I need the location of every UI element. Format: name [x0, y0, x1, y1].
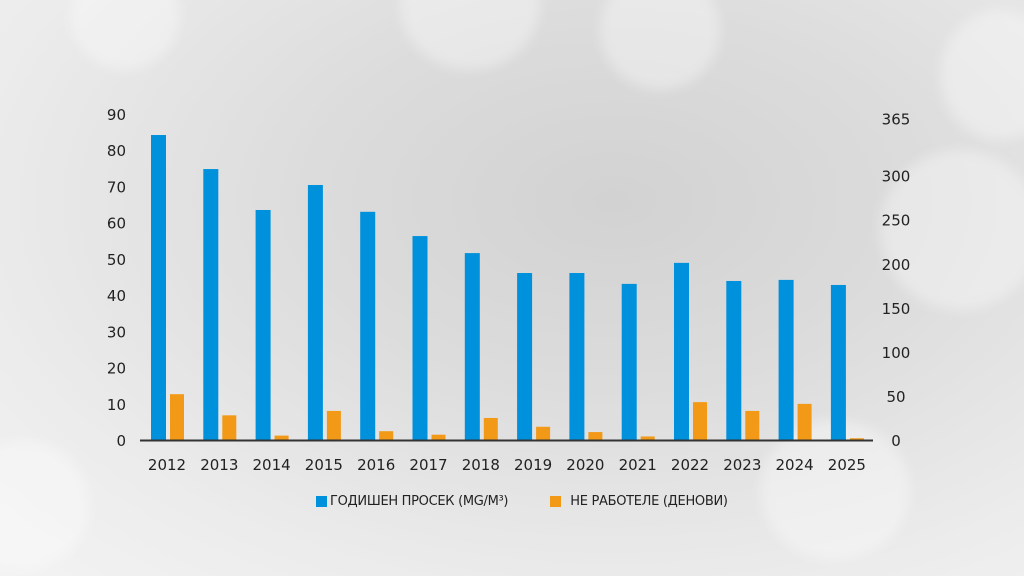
bar-days-not-working — [588, 432, 603, 440]
right-axis-tick-label: 200 — [882, 256, 911, 274]
x-axis-tick-label: 2016 — [357, 456, 395, 474]
legend-swatch-orange — [550, 496, 562, 507]
left-axis-tick-label: 50 — [107, 251, 126, 269]
legend-item-days-not-working: НЕ РАБОТЕЛЕ (ДЕНОВИ) — [550, 494, 728, 509]
bar-days-not-working — [536, 426, 551, 440]
bar-annual-average — [569, 273, 585, 440]
x-axis-tick-label: 2014 — [253, 456, 291, 474]
x-axis-tick-label: 2025 — [828, 456, 866, 474]
right-axis-tick-label: 0 — [891, 432, 901, 450]
left-axis-tick-label: 60 — [107, 215, 126, 233]
legend-swatch-blue — [316, 496, 327, 507]
left-axis-tick-label: 90 — [107, 106, 126, 124]
left-axis-tick-label: 30 — [107, 323, 126, 341]
x-axis-tick-label: 2022 — [671, 456, 709, 474]
bar-annual-average — [255, 209, 271, 440]
bar-annual-average — [464, 253, 480, 440]
x-axis-tick-label: 2019 — [514, 456, 552, 474]
bar-days-not-working — [693, 402, 707, 440]
bar-days-not-working — [640, 436, 655, 440]
bar-days-not-working — [431, 434, 446, 440]
x-axis-tick-label: 2023 — [723, 456, 761, 474]
bar-annual-average — [203, 169, 219, 440]
right-axis-tick-label: 50 — [886, 388, 905, 406]
bar-days-not-working — [797, 403, 812, 440]
bar-annual-average — [726, 280, 742, 440]
bar-days-not-working — [170, 394, 184, 440]
bar-days-not-working — [849, 438, 864, 440]
bar-annual-average — [621, 283, 637, 440]
bar-annual-average — [674, 262, 689, 440]
legend-label: НЕ РАБОТЕЛЕ (ДЕНОВИ) — [570, 494, 728, 509]
bar-days-not-working — [483, 417, 498, 440]
legend-item-annual-average: ГОДИШЕН ПРОСЕК (MG/M³) — [316, 494, 509, 509]
x-axis-tick-label: 2020 — [566, 456, 604, 474]
x-axis-tick-label: 2024 — [776, 456, 814, 474]
right-axis-tick-label: 300 — [882, 168, 911, 186]
bar-days-not-working — [379, 431, 394, 440]
left-axis-tick-label: 0 — [116, 432, 126, 450]
legend-label: ГОДИШЕН ПРОСЕК (MG/M³) — [330, 494, 509, 509]
left-axis-tick-label: 10 — [107, 396, 126, 414]
x-axis-tick-label: 2017 — [409, 456, 447, 474]
right-axis-tick-label: 150 — [882, 300, 911, 318]
x-axis-tick-label: 2018 — [462, 456, 500, 474]
chart-legend: ГОДИШЕН ПРОСЕК (MG/M³) НЕ РАБОТЕЛЕ (ДЕНО… — [316, 494, 728, 509]
bar-annual-average — [360, 211, 376, 440]
left-axis-tick-label: 80 — [107, 142, 126, 160]
bar-days-not-working — [274, 435, 289, 440]
bar-annual-average — [778, 279, 794, 440]
bar-annual-average — [307, 184, 323, 440]
bokeh-light — [760, 420, 910, 560]
bar-days-not-working — [326, 410, 341, 440]
left-axis-tick-label: 40 — [107, 287, 126, 305]
x-axis-tick-label: 2021 — [619, 456, 657, 474]
right-axis-tick-label: 365 — [882, 110, 911, 128]
x-axis-tick-label: 2015 — [305, 456, 343, 474]
right-axis-tick-label: 100 — [882, 344, 911, 362]
right-axis-tick-label: 250 — [882, 212, 911, 230]
bar-annual-average — [830, 284, 846, 440]
x-axis-tick-label: 2013 — [200, 456, 238, 474]
bar-annual-average — [517, 273, 533, 440]
left-axis-tick-label: 70 — [107, 178, 126, 196]
bar-days-not-working — [222, 415, 237, 440]
bar-annual-average — [412, 236, 428, 440]
x-axis-tick-label: 2012 — [148, 456, 186, 474]
left-axis-tick-label: 20 — [107, 360, 126, 378]
bar-days-not-working — [745, 410, 760, 440]
bokeh-light — [880, 150, 1024, 310]
bar-annual-average — [151, 135, 166, 440]
